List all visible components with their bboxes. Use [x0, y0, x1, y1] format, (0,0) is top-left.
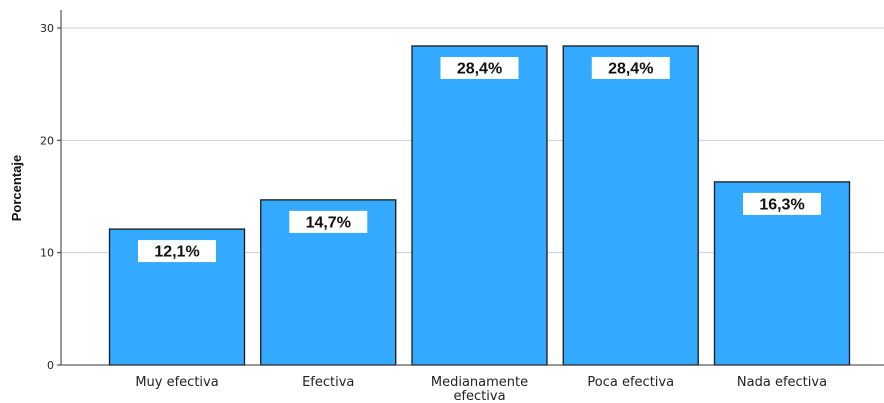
y-tick-label: 20	[40, 134, 54, 147]
data-label-box	[743, 192, 821, 215]
bars	[108, 45, 851, 366]
y-tick-label: 0	[47, 359, 54, 372]
data-label-box	[138, 240, 216, 263]
x-tick-label: Nada efectiva	[737, 375, 827, 390]
data-label: 14,7%	[306, 214, 351, 231]
axes	[60, 10, 884, 366]
data-label-box	[591, 56, 670, 79]
data-labels: 12,1% 14,7% 28,4% 28,4% 16,3%	[138, 56, 821, 263]
x-tick-label: efectiva	[453, 389, 505, 403]
data-label-box	[289, 210, 368, 233]
data-label-box	[440, 56, 519, 79]
x-tick-label: Medianamente	[431, 375, 528, 390]
data-label: 28,4%	[608, 60, 653, 77]
x-labels: Muy efectiva Efectiva Medianamenteefectiva…	[135, 375, 827, 403]
x-tick-label: Muy efectiva	[135, 375, 218, 390]
data-label: 28,4%	[457, 60, 502, 77]
x-tick-label: Efectiva	[302, 375, 354, 390]
data-label: 16,3%	[759, 196, 804, 213]
data-label: 12,1%	[154, 244, 199, 261]
x-tick-label: Poca efectiva	[587, 375, 674, 390]
y-ticks: 0 10 20 30	[40, 22, 61, 372]
y-axis-title: Porcentaje	[9, 155, 24, 221]
y-tick-label: 10	[40, 247, 54, 260]
bar	[562, 45, 699, 366]
y-tick-label: 30	[40, 22, 54, 35]
bar	[411, 45, 548, 366]
